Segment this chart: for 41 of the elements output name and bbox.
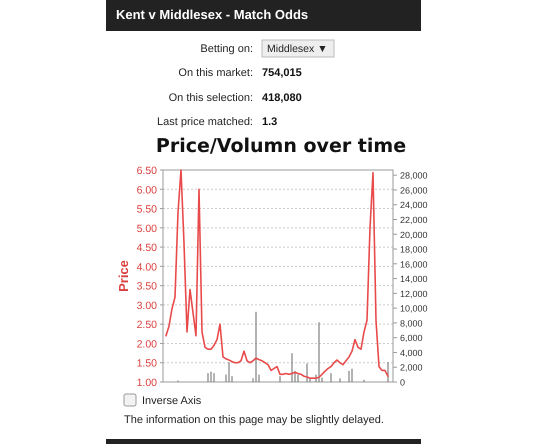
text: Inverse Axis xyxy=(142,395,202,407)
chart-title: Price/Volumn over time xyxy=(156,135,406,157)
line-series xyxy=(165,169,389,379)
y2-tick-label: 16,000 xyxy=(400,259,428,270)
y2-tick-label: 26,000 xyxy=(400,185,428,196)
y-tick-label: 3.50 xyxy=(136,280,158,293)
text: 754,015 xyxy=(262,67,302,79)
y-tick-label: 1.00 xyxy=(136,377,158,389)
text: The information on this page may be slightly delayed. xyxy=(124,414,384,426)
y2-tick-label: 10,000 xyxy=(400,304,428,314)
text: On this selection: xyxy=(168,92,253,104)
text: 418,080 xyxy=(262,92,302,104)
y2-tick-label: 4,000 xyxy=(400,348,423,358)
y-tick-label: 6.00 xyxy=(136,184,158,196)
y2-tick-label: 0 xyxy=(400,378,406,388)
y2-tick-label: 24,000 xyxy=(400,200,428,210)
y-tick-label: 1.50 xyxy=(136,358,158,370)
y-tick-label: 4.00 xyxy=(136,261,158,274)
text: Last price matched: xyxy=(157,116,253,128)
y-tick-label: 6.50 xyxy=(136,165,158,177)
y2-tick-label: 18,000 xyxy=(400,244,428,255)
text: On this market: xyxy=(178,67,253,79)
y2-tick-label: 28,000 xyxy=(400,170,428,181)
y2-tick-label: 2,000 xyxy=(400,362,423,373)
y-axis-title: Price xyxy=(116,260,131,292)
text: Betting on: xyxy=(200,43,253,55)
text: 1.3 xyxy=(262,116,278,128)
y-tick-label: 2.00 xyxy=(136,338,158,350)
y2-tick-label: 6,000 xyxy=(400,333,423,344)
y2-tick-label: 14,000 xyxy=(400,274,428,284)
y-tick-label: 3.00 xyxy=(136,300,158,312)
y2-tick-label: 12,000 xyxy=(400,288,428,299)
y-tick-label: 5.50 xyxy=(136,204,158,216)
y-tick-label: 2.50 xyxy=(136,319,158,332)
y2-tick-label: 8,000 xyxy=(400,318,423,328)
y2-tick-label: 22,000 xyxy=(400,214,428,225)
y-tick-label: 5.00 xyxy=(136,222,158,235)
y2-tick-label: 20,000 xyxy=(400,230,428,240)
text: Middlesex ▼ xyxy=(267,43,328,55)
y-tick-label: 4.50 xyxy=(136,242,158,254)
text: Kent v Middlesex - Match Odds xyxy=(116,7,308,22)
